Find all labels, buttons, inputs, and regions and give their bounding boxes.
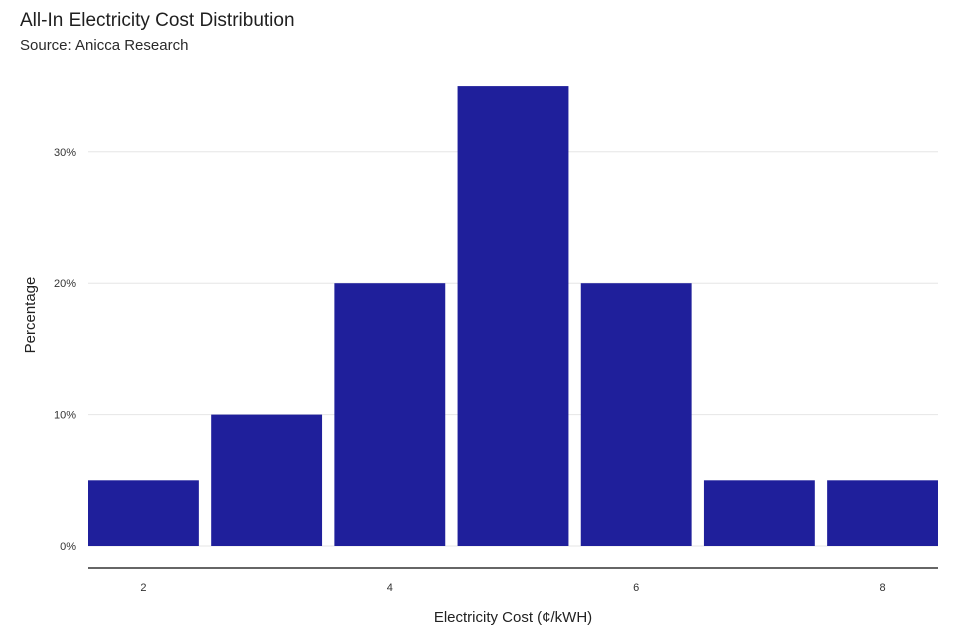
y-tick-label: 20% — [54, 278, 76, 290]
bar — [211, 414, 323, 546]
y-axis-ticks: 0% 10% 20% 30% — [54, 147, 76, 553]
bar — [334, 283, 446, 546]
y-tick-label: 10% — [54, 410, 76, 422]
bar — [827, 480, 938, 546]
bar — [88, 480, 199, 546]
x-tick-label: 4 — [387, 582, 393, 594]
bar — [703, 480, 815, 546]
y-tick-label: 30% — [54, 147, 76, 159]
chart-title: All-In Electricity Cost Distribution — [20, 10, 295, 31]
x-axis-title: Electricity Cost (¢/kWH) — [434, 609, 592, 626]
bar — [457, 86, 569, 546]
bar — [580, 283, 692, 546]
chart-subtitle: Source: Anicca Research — [20, 37, 189, 54]
x-tick-label: 8 — [880, 582, 886, 594]
y-tick-label: 0% — [60, 541, 76, 553]
y-axis-title: Percentage — [22, 277, 39, 354]
x-axis-ticks: 2 4 6 8 — [140, 582, 885, 594]
x-tick-label: 2 — [140, 582, 146, 594]
x-tick-label: 6 — [633, 582, 639, 594]
bars — [88, 86, 938, 546]
